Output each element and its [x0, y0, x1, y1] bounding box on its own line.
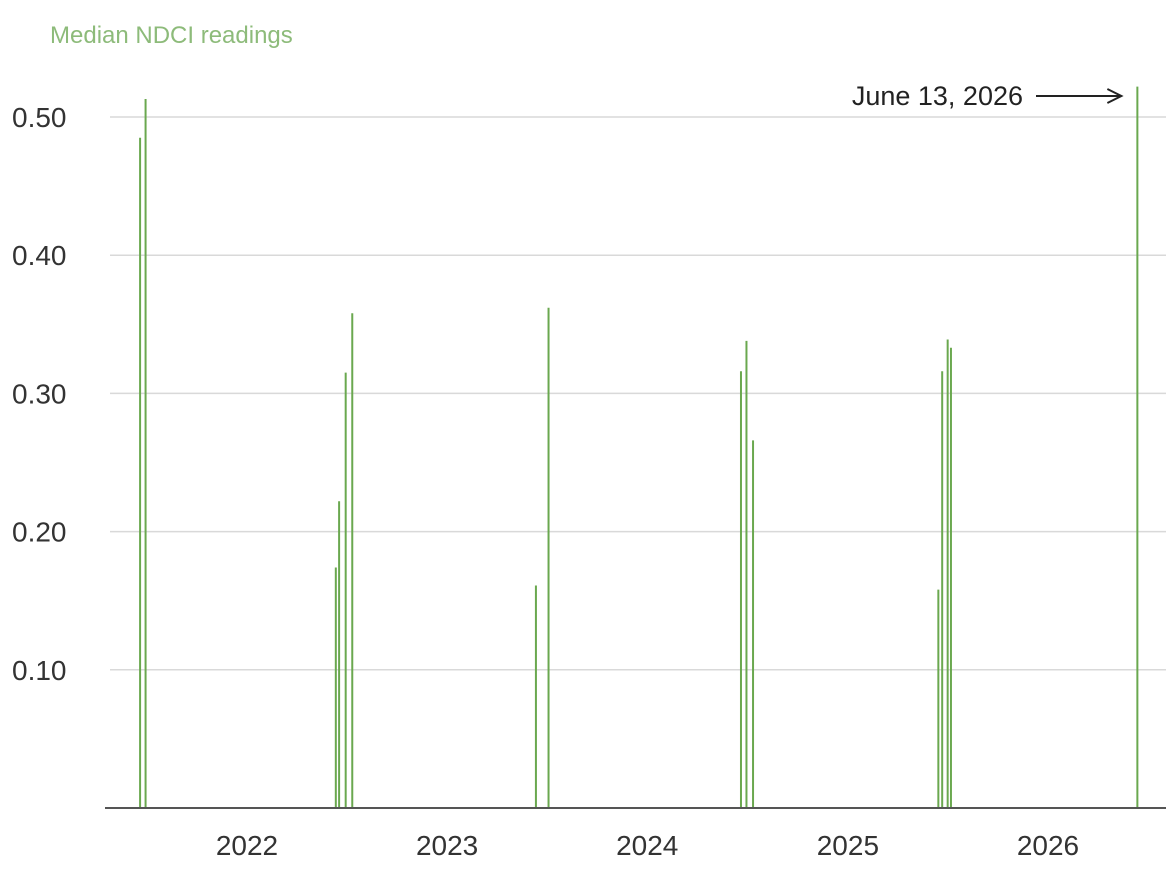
y-tick-label: 0.30 — [12, 378, 67, 409]
y-tick-label: 0.50 — [12, 102, 67, 133]
grid-layer — [110, 117, 1166, 670]
axis-layer: 0.10 0.20 0.30 0.40 0.50 2022 2023 2024 2025 2026 — [12, 102, 1166, 861]
annotation-layer: June 13, 2026 — [852, 81, 1122, 111]
x-tick-label: 2025 — [817, 830, 879, 861]
bars-layer — [140, 87, 1137, 808]
x-tick-label: 2022 — [216, 830, 278, 861]
x-tick-label: 2026 — [1017, 830, 1079, 861]
y-tick-label: 0.10 — [12, 655, 67, 686]
x-tick-label: 2024 — [616, 830, 678, 861]
y-tick-label: 0.40 — [12, 240, 67, 271]
y-tick-label: 0.20 — [12, 517, 67, 548]
x-tick-label: 2023 — [416, 830, 478, 861]
annotation-label: June 13, 2026 — [852, 81, 1023, 111]
annotation: June 13, 2026 — [852, 81, 1122, 111]
